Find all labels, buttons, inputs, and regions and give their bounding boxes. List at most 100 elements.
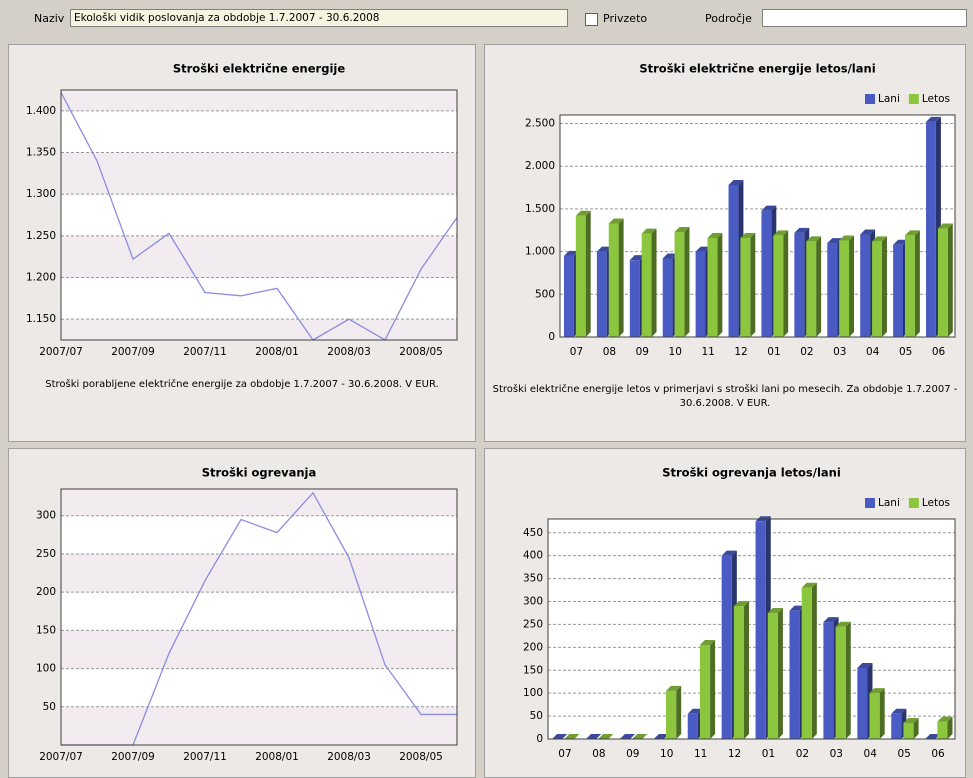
bar-top — [823, 617, 839, 623]
legend-swatch — [865, 94, 875, 104]
y-tick-label: 1.200 — [26, 272, 56, 284]
y-tick-label: 350 — [523, 573, 543, 585]
bar-top — [740, 232, 756, 238]
bar-side — [913, 717, 919, 739]
y-tick-label: 50 — [530, 710, 543, 722]
bar — [801, 587, 812, 739]
caption: Stroški električne energije letos v prim… — [492, 384, 958, 409]
bar — [662, 258, 673, 337]
chart-title: Stroški električne energije — [173, 62, 345, 76]
bar-side — [914, 230, 920, 337]
bar — [733, 606, 745, 739]
bar-top — [619, 734, 636, 739]
bar-top — [869, 688, 885, 694]
x-tick-label: 2007/09 — [111, 346, 155, 358]
x-tick-label: 06 — [931, 748, 945, 760]
y-tick-label: 1.150 — [26, 313, 56, 325]
bar-top — [575, 210, 591, 216]
y-tick-label: 1.300 — [26, 188, 56, 200]
bar-top — [564, 734, 580, 739]
bar — [835, 626, 846, 739]
bar-side — [777, 607, 783, 739]
y-tick-label: 1.400 — [26, 105, 56, 117]
x-tick-label: 2008/01 — [255, 751, 299, 763]
bar-top — [728, 180, 744, 186]
bar-top — [641, 228, 657, 234]
bar — [839, 240, 850, 337]
bar-side — [947, 716, 953, 739]
x-tick-label: 02 — [800, 346, 813, 358]
bar-side — [710, 640, 716, 739]
chart: Stroški ogrevanja 50 100 150 200 250 300 2007/0… — [36, 466, 458, 763]
bar-top — [733, 601, 750, 607]
legend-label: Lani — [878, 93, 900, 105]
bar-top — [860, 229, 876, 235]
x-tick-label: 03 — [833, 346, 846, 358]
chart: Stroški električne energije letos/lani05… — [525, 62, 956, 358]
x-tick-label: 2007/07 — [39, 346, 83, 358]
x-tick-label: 04 — [866, 346, 880, 358]
legend-swatch — [865, 498, 875, 508]
y-tick-label: 150 — [523, 664, 543, 676]
bar — [641, 233, 652, 337]
name-input[interactable]: Ekološki vidik poslovanja za obdobje 1.7… — [70, 9, 568, 27]
x-tick-label: 11 — [701, 346, 714, 358]
bar — [937, 228, 948, 337]
x-tick-label: 11 — [694, 748, 707, 760]
legend-label: Letos — [922, 497, 950, 509]
bar-top — [872, 236, 887, 242]
x-tick-label: 05 — [897, 748, 910, 760]
bar — [699, 645, 711, 739]
bar-side — [744, 601, 750, 739]
bar — [674, 231, 685, 337]
bar — [665, 690, 677, 739]
area-label: Področje — [705, 12, 752, 25]
x-tick-label: 2008/03 — [327, 346, 371, 358]
bar-side — [684, 226, 690, 337]
bar — [893, 244, 903, 337]
area-input[interactable] — [762, 9, 967, 27]
chart: Stroški električne energije 1.150 1.200 1.2… — [26, 62, 458, 358]
y-tick-label: 100 — [523, 687, 543, 699]
bar-side — [618, 218, 624, 337]
bar — [869, 693, 880, 739]
x-tick-label: 2007/11 — [183, 346, 227, 358]
bar — [872, 241, 882, 337]
band — [61, 152, 457, 195]
y-tick-label: 250 — [523, 618, 543, 630]
y-tick-label: 450 — [523, 527, 543, 539]
x-tick-label: 2008/01 — [255, 346, 299, 358]
x-tick-label: 05 — [899, 346, 912, 358]
chart: Stroški ogrevanja letos/lani050100150200… — [523, 466, 956, 760]
x-tick-label: 2007/09 — [111, 751, 155, 763]
bar-top — [835, 621, 851, 627]
bar-top — [903, 717, 919, 723]
bar — [794, 232, 805, 337]
bar — [721, 555, 732, 739]
y-tick-label: 0 — [536, 733, 543, 745]
x-tick-label: 03 — [830, 748, 843, 760]
checkbox[interactable] — [585, 13, 598, 26]
bar — [903, 722, 914, 739]
bar — [707, 237, 718, 337]
bar-side — [947, 223, 953, 337]
x-tick-label: 2007/11 — [183, 751, 227, 763]
bar-top — [662, 253, 678, 259]
y-tick-label: 1.250 — [26, 230, 56, 242]
bar-top — [925, 734, 941, 739]
bar-side — [651, 228, 657, 337]
bar-top — [937, 716, 953, 722]
bar — [904, 235, 915, 337]
bar-side — [849, 235, 855, 337]
x-tick-label: 2008/03 — [327, 751, 371, 763]
bar-top — [629, 255, 645, 261]
x-tick-label: 12 — [728, 748, 741, 760]
x-tick-label: 01 — [762, 748, 775, 760]
legend-label: Lani — [878, 497, 900, 509]
bar-top — [891, 708, 907, 714]
bar — [767, 612, 778, 739]
bar-top — [563, 250, 579, 256]
bar — [608, 223, 619, 337]
x-tick-label: 10 — [660, 748, 673, 760]
bar-top — [695, 246, 711, 252]
